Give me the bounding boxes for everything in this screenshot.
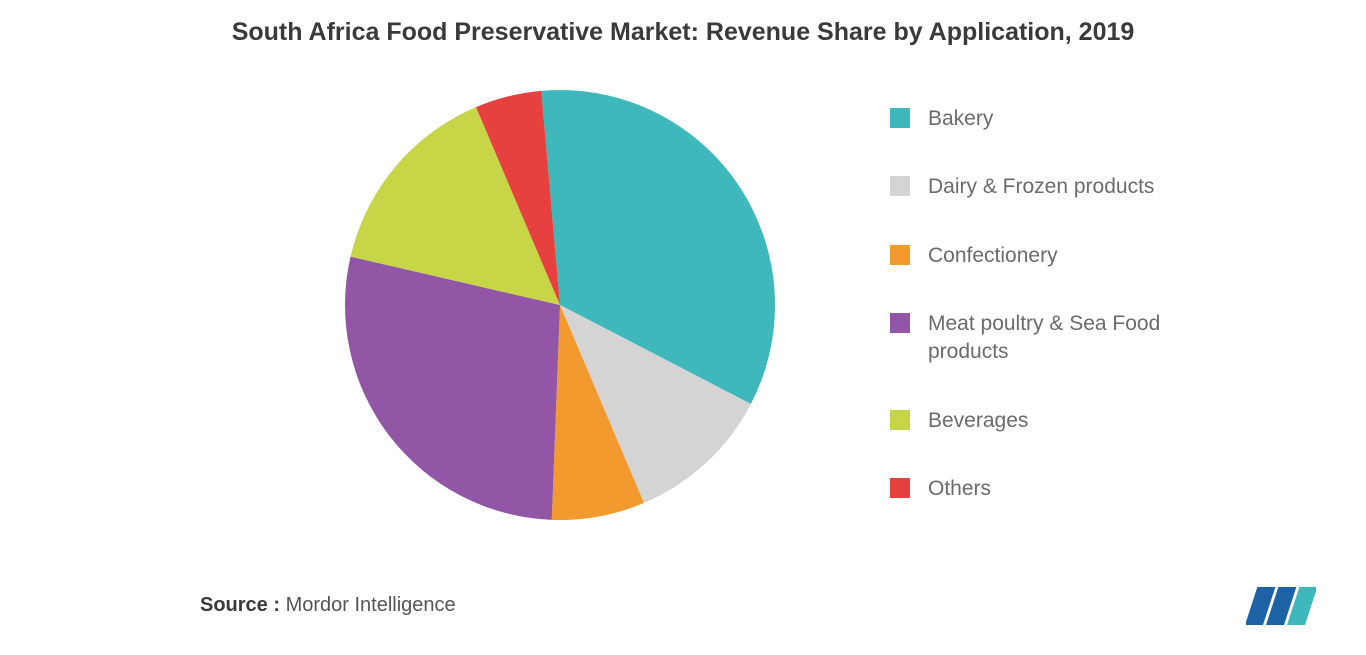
legend-label: Confectionery	[928, 242, 1058, 270]
legend-swatch	[890, 478, 910, 498]
legend-item: Beverages	[890, 407, 1270, 435]
legend-label: Bakery	[928, 105, 993, 133]
source-attribution: Source : Mordor Intelligence	[200, 594, 456, 617]
brand-logo	[1246, 585, 1316, 627]
legend-item: Meat poultry & Sea Food products	[890, 310, 1270, 367]
legend-item: Bakery	[890, 105, 1270, 133]
source-label: Source :	[200, 594, 286, 616]
chart-area: Bakery Dairy & Frozen products Confectione…	[0, 70, 1366, 550]
pie-chart	[345, 90, 775, 520]
source-value: Mordor Intelligence	[286, 594, 456, 616]
legend-label: Others	[928, 475, 991, 503]
legend-swatch	[890, 410, 910, 430]
legend-swatch	[890, 313, 910, 333]
legend-swatch	[890, 245, 910, 265]
legend-item: Confectionery	[890, 242, 1270, 270]
legend-label: Dairy & Frozen products	[928, 173, 1154, 201]
legend-item: Dairy & Frozen products	[890, 173, 1270, 201]
legend: Bakery Dairy & Frozen products Confectione…	[890, 105, 1270, 543]
chart-title: South Africa Food Preservative Market: R…	[0, 0, 1366, 47]
legend-swatch	[890, 176, 910, 196]
legend-item: Others	[890, 475, 1270, 503]
legend-swatch	[890, 108, 910, 128]
legend-label: Beverages	[928, 407, 1028, 435]
legend-label: Meat poultry & Sea Food products	[928, 310, 1228, 367]
